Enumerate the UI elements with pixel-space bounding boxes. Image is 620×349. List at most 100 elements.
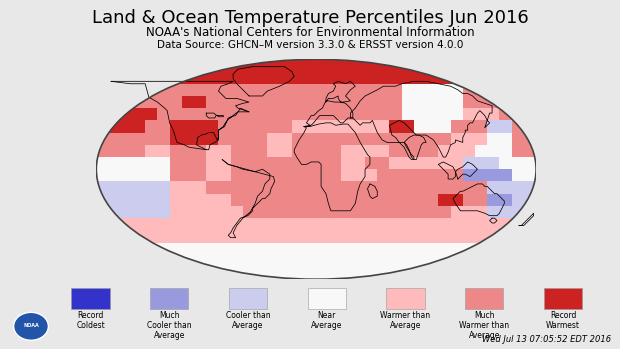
Bar	[292, 133, 304, 145]
Bar	[340, 243, 353, 255]
Bar	[292, 96, 304, 108]
Bar	[218, 181, 231, 194]
Bar	[182, 157, 194, 169]
Bar	[329, 218, 340, 230]
Bar	[316, 206, 329, 218]
Text: Warmer than
Average: Warmer than Average	[381, 311, 430, 330]
Bar	[231, 96, 243, 108]
Bar	[206, 181, 218, 194]
Bar	[378, 169, 389, 181]
Bar	[182, 120, 194, 133]
Bar	[487, 84, 500, 96]
Bar	[426, 96, 438, 108]
Bar	[157, 255, 170, 267]
Bar	[487, 169, 500, 181]
Bar	[96, 243, 108, 255]
Bar	[218, 59, 231, 72]
Bar	[182, 145, 194, 157]
Bar	[378, 59, 389, 72]
Bar	[182, 230, 194, 243]
Bar	[292, 181, 304, 194]
Bar	[121, 133, 133, 145]
Bar	[194, 96, 206, 108]
Bar	[475, 120, 487, 133]
Bar	[438, 169, 451, 181]
Bar	[292, 230, 304, 243]
Bar	[218, 96, 231, 108]
Bar	[280, 243, 292, 255]
Bar	[267, 181, 280, 194]
Bar	[463, 133, 475, 145]
Bar	[121, 218, 133, 230]
Bar	[170, 108, 182, 120]
Bar	[524, 181, 536, 194]
Bar	[524, 267, 536, 279]
Bar	[292, 255, 304, 267]
Bar	[463, 96, 475, 108]
Bar	[451, 157, 463, 169]
Bar	[500, 181, 511, 194]
Bar	[340, 169, 353, 181]
Bar	[96, 96, 108, 108]
Bar	[329, 230, 340, 243]
Bar	[206, 96, 218, 108]
Bar	[426, 194, 438, 206]
Bar	[414, 267, 426, 279]
Bar	[218, 72, 231, 84]
Bar	[157, 169, 170, 181]
Bar	[316, 59, 329, 72]
Bar	[157, 72, 170, 84]
Bar	[292, 108, 304, 120]
Bar	[157, 194, 170, 206]
Bar	[329, 108, 340, 120]
Bar	[267, 194, 280, 206]
Bar	[267, 72, 280, 84]
Bar	[414, 145, 426, 157]
Bar	[475, 255, 487, 267]
Bar	[145, 243, 157, 255]
Bar	[206, 157, 218, 169]
Bar	[108, 72, 121, 84]
Bar	[133, 72, 145, 84]
Bar	[340, 96, 353, 108]
Bar	[463, 206, 475, 218]
Bar	[389, 145, 402, 157]
Bar	[108, 230, 121, 243]
Bar	[145, 218, 157, 230]
Bar	[389, 255, 402, 267]
Bar	[182, 59, 194, 72]
Bar	[475, 243, 487, 255]
Bar	[475, 267, 487, 279]
Bar	[170, 230, 182, 243]
Bar	[243, 206, 255, 218]
Bar	[402, 181, 414, 194]
Bar	[280, 206, 292, 218]
Bar	[378, 108, 389, 120]
Bar	[365, 59, 378, 72]
Bar	[170, 157, 182, 169]
Bar	[463, 72, 475, 84]
Bar	[157, 96, 170, 108]
Bar	[353, 218, 365, 230]
Text: Record
Warmest: Record Warmest	[546, 311, 580, 330]
Bar	[96, 59, 108, 72]
Bar	[378, 230, 389, 243]
Bar	[475, 59, 487, 72]
Bar	[280, 120, 292, 133]
Bar	[512, 108, 524, 120]
Bar	[402, 157, 414, 169]
Bar	[378, 133, 389, 145]
Bar	[353, 267, 365, 279]
Bar	[365, 108, 378, 120]
Bar	[133, 181, 145, 194]
Bar	[426, 84, 438, 96]
Bar	[512, 194, 524, 206]
Bar	[426, 133, 438, 145]
Bar	[157, 267, 170, 279]
Bar	[500, 157, 511, 169]
Bar	[194, 133, 206, 145]
Bar	[463, 218, 475, 230]
Bar	[182, 72, 194, 84]
Text: Much
Cooler than
Average: Much Cooler than Average	[147, 311, 192, 340]
Bar	[145, 181, 157, 194]
